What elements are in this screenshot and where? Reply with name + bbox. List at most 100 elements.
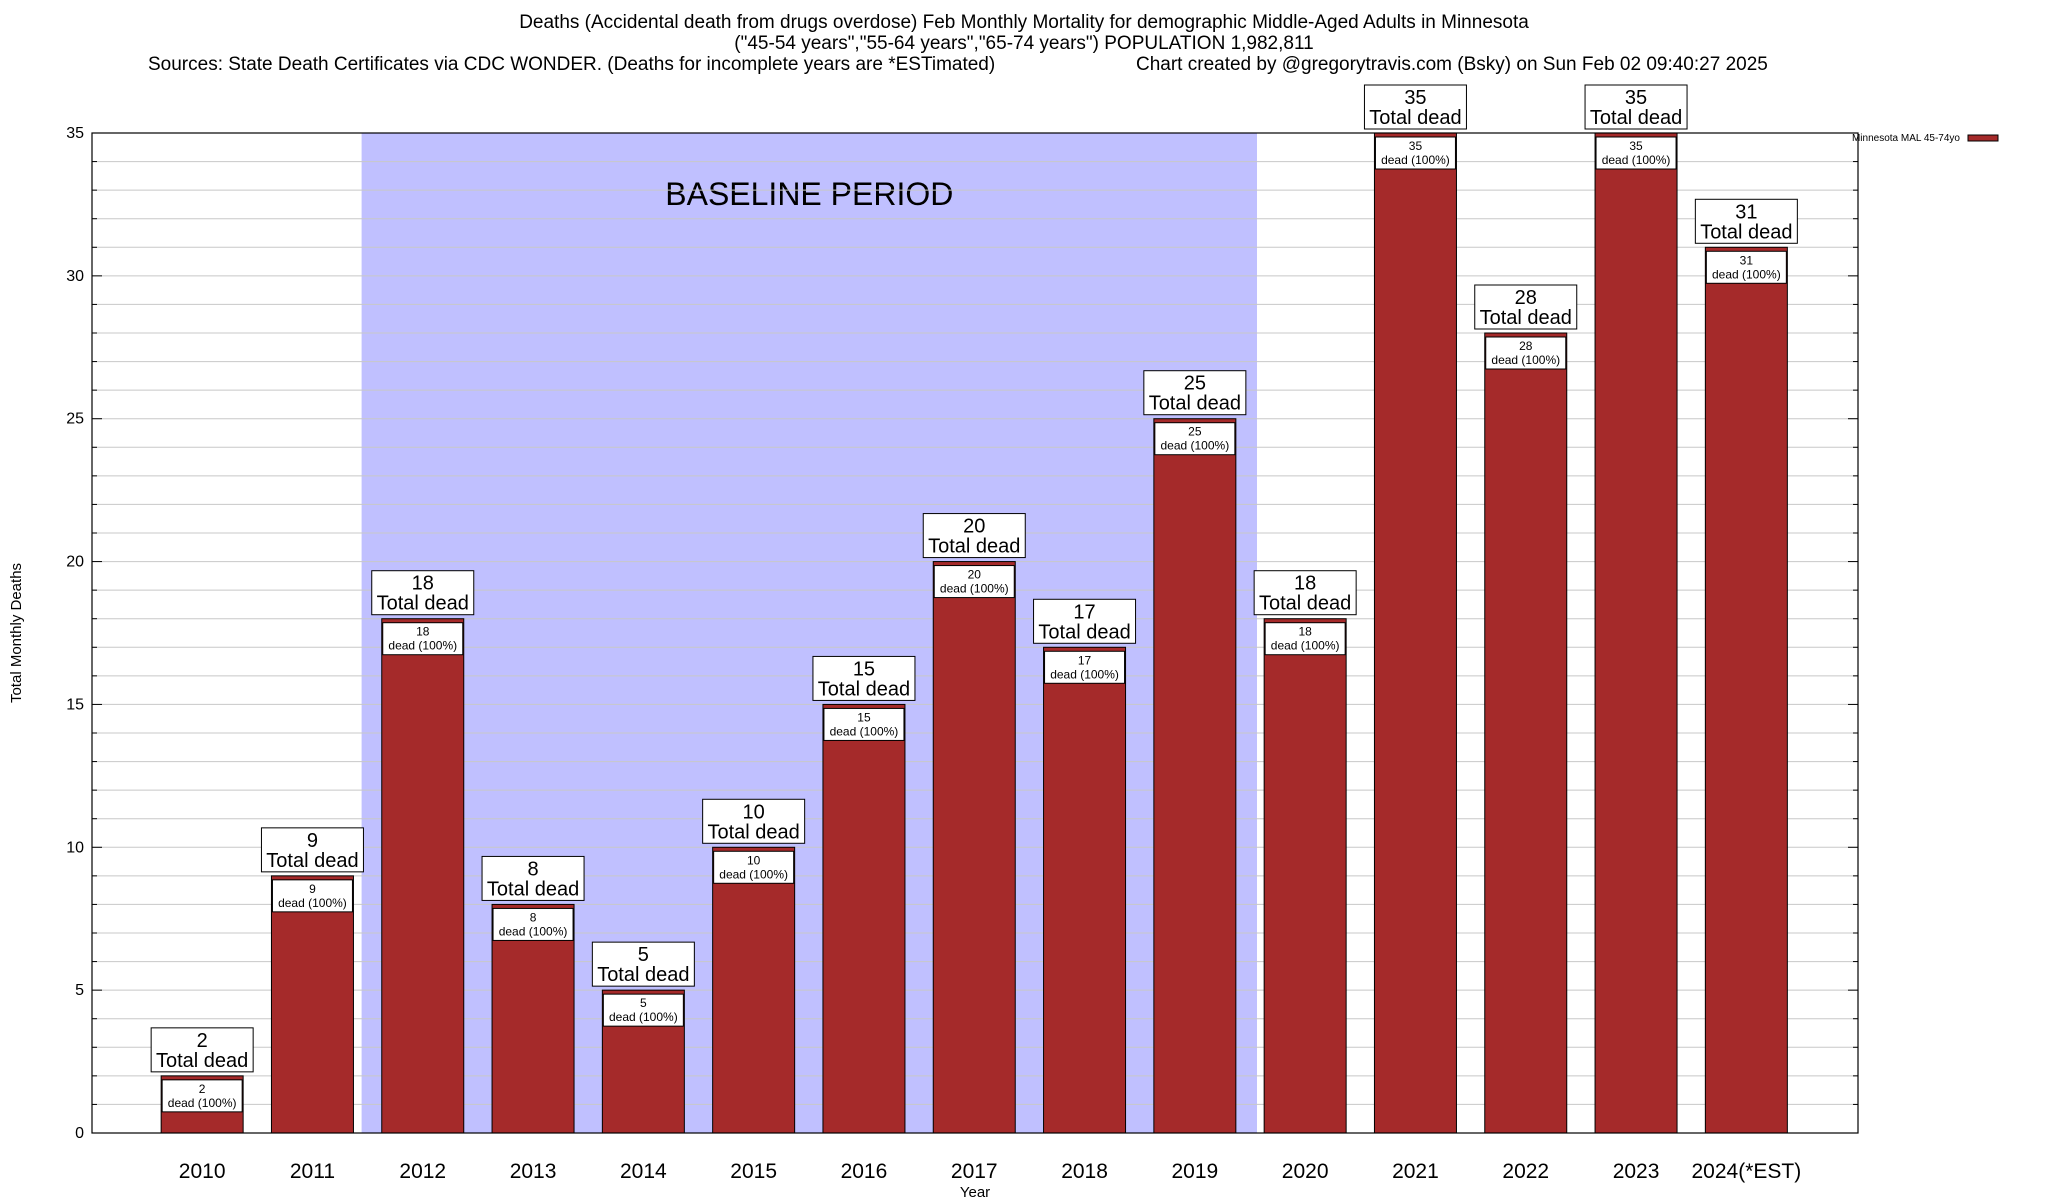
x-tick-label: 2013 [510,1160,557,1183]
total-label-value: 8 [527,858,538,880]
total-label-text: Total dead [1038,621,1130,643]
bar-2023 [1594,132,1678,1134]
inner-label-text: dead (100%) [1271,639,1340,653]
total-label-text: Total dead [156,1050,248,1072]
inner-label-value: 31 [1740,253,1754,267]
x-tick-label: 2021 [1392,1160,1439,1183]
inner-label-value: 35 [1409,139,1423,153]
chart-title: Deaths (Accidental death from drugs over… [519,12,1529,33]
y-axis-title: Total Monthly Deaths [8,563,25,703]
total-label-text: Total dead [266,850,358,872]
inner-label-value: 35 [1629,139,1643,153]
inner-label-box [1154,422,1236,456]
inner-label-value: 18 [1298,625,1312,639]
inner-label-text: dead (100%) [830,724,899,738]
x-tick-label: 2015 [730,1160,777,1183]
inner-label-box [382,622,464,656]
inner-label-text: dead (100%) [609,1010,678,1024]
inner-label-text: dead (100%) [168,1096,237,1110]
x-tick-label: 2019 [1171,1160,1218,1183]
x-tick-label: 2020 [1282,1160,1329,1183]
y-tick-label: 30 [66,268,84,285]
y-tick-label: 25 [66,411,84,428]
total-label-text: Total dead [1590,107,1682,129]
total-label-text: Total dead [708,821,800,843]
total-label-text: Total dead [597,964,689,986]
bar-2011 [270,875,354,1134]
inner-label-value: 25 [1188,425,1202,439]
inner-label-text: dead (100%) [1160,439,1229,453]
chart-header: Deaths (Accidental death from drugs over… [0,12,2048,75]
total-label-text: Total dead [1700,221,1792,243]
x-tick-label: 2017 [951,1160,998,1183]
plot-frame [91,132,1859,1134]
inner-label-box [602,993,684,1027]
x-tick-label: 2022 [1502,1160,1549,1183]
total-label-box [922,513,1026,559]
total-label-value: 20 [963,516,985,538]
x-axis-title: Year [960,1184,990,1200]
inner-label-value: 20 [968,568,982,582]
inner-label-box [161,1079,243,1113]
x-tick-label: 2010 [179,1160,226,1183]
total-label-box [1584,84,1688,130]
inner-label-text: dead (100%) [940,582,1009,596]
inner-label-value: 9 [309,882,316,896]
total-label-box [1253,570,1357,616]
total-label-text: Total dead [928,536,1020,558]
inner-label-value: 18 [416,625,430,639]
total-label-value: 18 [412,573,434,595]
inner-label-box [1264,622,1346,656]
x-tick-label: 2018 [1061,1160,1108,1183]
total-label-box [1474,284,1578,330]
total-label-value: 9 [307,830,318,852]
y-tick-label: 35 [66,125,84,142]
total-label-box [1694,198,1798,244]
inner-label-box [492,907,574,941]
bar-2019 [1153,418,1237,1134]
inner-label-box [713,850,795,884]
total-label-text: Total dead [377,593,469,615]
inner-label-value: 28 [1519,339,1533,353]
inner-label-box [1044,650,1126,684]
bar-2022 [1484,332,1568,1134]
total-label-box [371,570,475,616]
inner-label-value: 2 [199,1082,206,1096]
total-label-value: 35 [1404,87,1426,109]
legend: Minnesota MAL 45-74yo [1852,133,1999,144]
legend-swatch [1967,134,1999,142]
x-tick-label: 2012 [399,1160,446,1183]
total-label-box [260,827,364,873]
total-label-text: Total dead [1149,393,1241,415]
total-label-box [150,1027,254,1073]
total-label-box [1033,598,1137,644]
inner-label-box [823,707,905,741]
total-label-value: 18 [1294,573,1316,595]
x-tick-label: 2016 [841,1160,888,1183]
inner-label-text: dead (100%) [719,867,788,881]
total-label-value: 10 [743,801,765,823]
inner-label-value: 8 [530,910,537,924]
total-label-value: 2 [197,1030,208,1052]
bar-2024(*EST) [1704,246,1788,1134]
inner-label-box [1705,250,1787,284]
total-label-text: Total dead [1480,307,1572,329]
total-label-value: 25 [1184,373,1206,395]
total-label-box [812,655,916,701]
bar-2012 [381,618,465,1134]
inner-label-text: dead (100%) [499,924,568,938]
inner-label-text: dead (100%) [388,639,457,653]
inner-label-text: dead (100%) [1050,667,1119,681]
total-label-value: 17 [1073,601,1095,623]
inner-label-text: dead (100%) [1602,153,1671,167]
total-label-box [1363,84,1467,130]
bar-2015 [712,846,796,1134]
x-tick-label: 2011 [290,1160,335,1183]
sources-note: Sources: State Death Certificates via CD… [148,54,996,75]
bar-2021 [1373,132,1457,1134]
bar-layer [160,132,1788,1134]
inner-label-box [933,565,1015,599]
